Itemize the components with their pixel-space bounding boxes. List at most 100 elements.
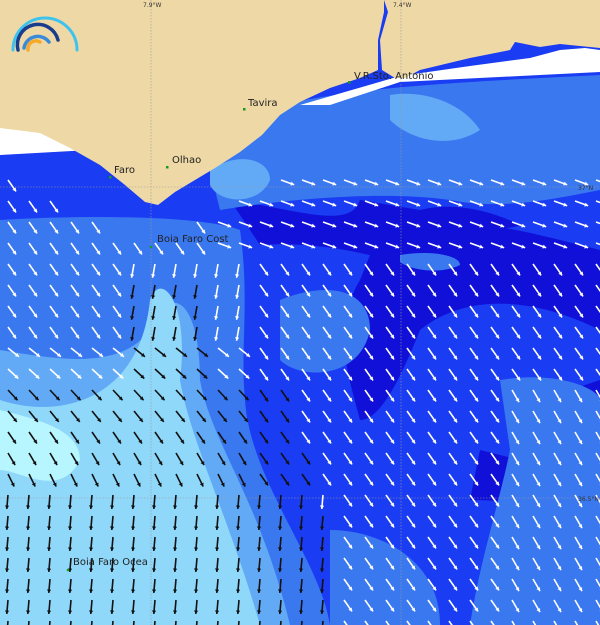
wave-arrow-head [374, 202, 379, 207]
wave-arrow-head [495, 397, 500, 402]
wave-arrow-head [116, 461, 121, 466]
wave-arrow-head [579, 271, 584, 276]
wave-arrow-head [89, 610, 94, 614]
wave-arrow-head [110, 568, 115, 572]
wave-arrow-head [390, 565, 395, 570]
wave-arrow-head [432, 376, 437, 381]
wave-arrow-head [14, 374, 19, 379]
wave-arrow-head [474, 586, 479, 591]
wave-arrow-head [369, 313, 374, 318]
wave-arrow-head [236, 610, 241, 614]
wave-arrow-head [152, 547, 157, 551]
wave-arrow-head [390, 523, 395, 528]
wave-arrow-head [75, 292, 80, 297]
wave-arrow-head [432, 271, 437, 276]
wave-arrow [469, 620, 474, 625]
wave-arrow-head [68, 526, 73, 530]
wave-arrow-head [299, 505, 304, 509]
wave-arrow-head [119, 352, 124, 357]
place-vr-sto-antonio[interactable]: V.R.Sto. Antonio [354, 71, 434, 82]
wave-arrow-head [160, 417, 164, 422]
wave-arrow-head [34, 417, 38, 422]
wave-arrow-head [306, 271, 311, 276]
wave-arrow-head [432, 439, 437, 444]
wave-arrow-head [390, 313, 395, 318]
wave-arrow-head [214, 316, 219, 320]
wave-arrow-head [264, 460, 269, 465]
wave-arrow-head [432, 460, 437, 465]
wave-arrow-head [495, 523, 500, 528]
wave-arrow-head [353, 202, 358, 207]
buoy-faro-ocea[interactable]: Boia Faro Ocea [73, 557, 148, 568]
wave-arrow-head [161, 374, 166, 379]
wave-arrow-head [495, 502, 500, 507]
wave-arrow-head [579, 376, 584, 381]
wave-arrow-head [453, 418, 458, 423]
wave-arrow-head [130, 295, 135, 299]
wave-arrow-head [311, 181, 316, 186]
wave-arrow-head [173, 589, 178, 593]
place-tavira[interactable]: Tavira [247, 98, 278, 109]
buoy-faro-cost[interactable]: Boia Faro Cost [157, 234, 229, 245]
wave-arrow-head [13, 417, 17, 422]
wave-arrow-head [437, 244, 442, 249]
wave-arrow-head [248, 223, 253, 228]
wave-arrow-head [215, 505, 220, 509]
wave-arrow-head [411, 376, 416, 381]
wave-arrow-head [557, 524, 562, 529]
wave-arrow-head [563, 202, 568, 207]
wave-arrow-head [194, 547, 199, 551]
wave-arrow-head [89, 526, 94, 530]
wave-arrow-head [474, 334, 479, 339]
wave-arrow-head [54, 439, 58, 444]
wave-arrow-head [264, 355, 269, 360]
wave-arrow-head [306, 418, 311, 423]
wave-arrow-head [152, 568, 157, 572]
wave-arrow-head [416, 244, 421, 249]
wave-arrow-head [306, 313, 311, 318]
wave-arrow-head [68, 547, 73, 551]
wave-arrow-head [152, 589, 157, 593]
wave-arrow-head [33, 292, 38, 297]
wave-arrow-head [369, 334, 374, 339]
wave-arrow-head [348, 376, 353, 381]
wave-arrow [132, 620, 135, 625]
wave-arrow-head [173, 568, 178, 572]
wave-arrow-head [33, 439, 37, 444]
wave-arrow-head [411, 334, 416, 339]
wave-arrow-head [495, 544, 500, 549]
wave-arrow-head [411, 439, 416, 444]
wave-arrow-head [390, 418, 395, 423]
wave-arrow-head [53, 461, 58, 466]
wave-arrow-head [563, 223, 568, 228]
wave-arrow [553, 620, 558, 625]
wave-arrow-head [536, 587, 541, 592]
place-faro[interactable]: Faro [114, 165, 135, 176]
wave-arrow-head [578, 398, 583, 403]
wave-arrow-head [202, 396, 207, 401]
wave-arrow-head [181, 417, 185, 422]
wave-arrow-head [269, 202, 274, 207]
wave-arrow-head [369, 544, 374, 549]
wave-arrow-head [138, 439, 142, 444]
wave-arrow-head [411, 271, 416, 276]
wave-arrow-head [437, 202, 442, 207]
wave-arrow-head [306, 355, 311, 360]
wave-arrow-head [96, 334, 101, 339]
wave-arrow [343, 620, 348, 625]
wave-arrow-head [390, 376, 395, 381]
wave-arrow-head [369, 460, 374, 465]
place-olhao[interactable]: Olhao [172, 155, 201, 166]
wave-arrow-head [55, 396, 60, 401]
wave-arrow-head [432, 355, 437, 360]
wave-arrow-head [236, 568, 241, 572]
wave-arrow-head [236, 505, 241, 509]
wave-arrow-head [369, 397, 374, 402]
wave-arrow-head [453, 586, 458, 591]
wave-arrow-head [432, 544, 437, 549]
wave-arrow-head [75, 313, 80, 318]
wave-arrow-head [495, 439, 500, 444]
wave-arrow-head [495, 418, 500, 423]
